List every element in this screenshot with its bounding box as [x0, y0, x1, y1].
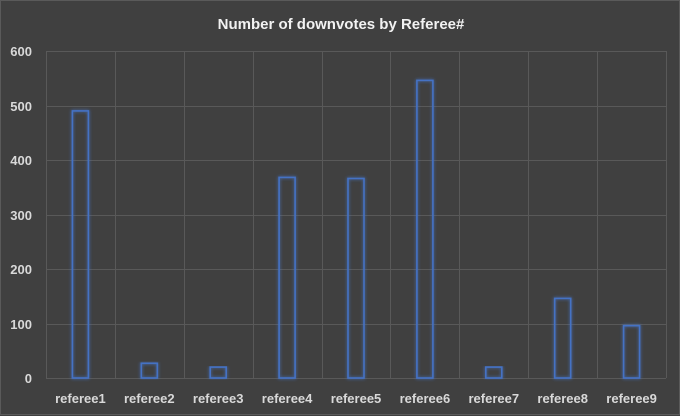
x-tick-label: referee6 [400, 391, 451, 406]
bar-referee5 [347, 177, 365, 379]
x-tick-label: referee7 [468, 391, 519, 406]
y-tick-label: 200 [10, 262, 32, 277]
bar-referee6 [416, 79, 434, 379]
x-tick-label: referee8 [537, 391, 588, 406]
x-tick-label: referee4 [262, 391, 313, 406]
y-tick-label: 100 [10, 317, 32, 332]
x-axis-ticks: referee1 referee2 referee3 referee4 referee5… [55, 391, 657, 406]
grid [46, 51, 667, 379]
x-tick-label: referee1 [55, 391, 106, 406]
x-tick-label: referee3 [193, 391, 244, 406]
bar-referee8 [553, 297, 572, 379]
bar-referee2 [140, 362, 159, 379]
bar-referee1 [71, 110, 90, 379]
y-tick-label: 0 [25, 371, 32, 386]
x-tick-label: referee5 [331, 391, 382, 406]
bar-referee3 [209, 366, 227, 379]
x-tick-label: referee2 [124, 391, 175, 406]
y-tick-label: 400 [10, 153, 32, 168]
y-tick-label: 500 [10, 99, 32, 114]
bars [71, 79, 641, 379]
y-axis-ticks: 0 100 200 300 400 500 600 [10, 44, 32, 386]
y-tick-label: 300 [10, 208, 32, 223]
bar-referee7 [484, 366, 503, 379]
x-tick-label: referee9 [606, 391, 657, 406]
y-tick-label: 600 [10, 44, 32, 59]
bar-referee9 [622, 324, 641, 379]
chart-title: Number of downvotes by Referee# [218, 16, 465, 33]
bar-referee4 [278, 176, 296, 379]
